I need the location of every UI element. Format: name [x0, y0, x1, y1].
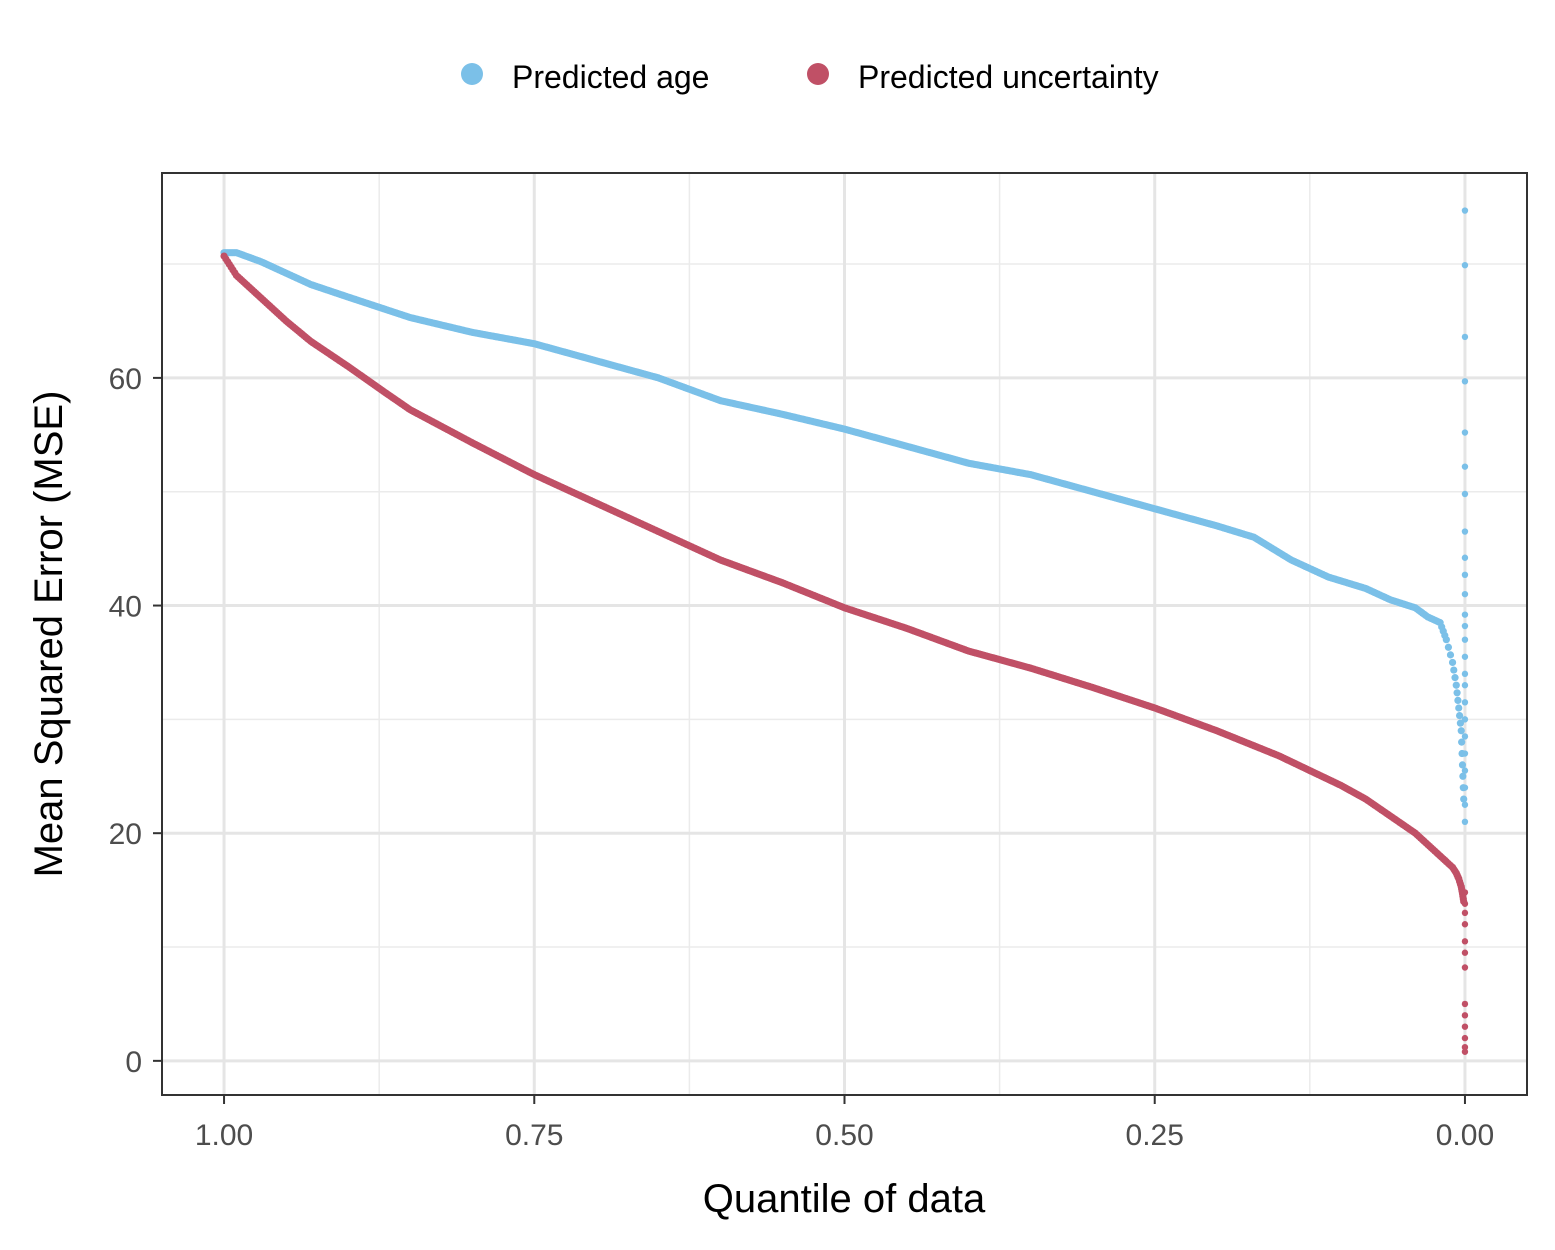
data-point: [1442, 636, 1450, 644]
legend-marker-predicted-age: [461, 63, 483, 85]
data-point: [1452, 681, 1460, 689]
data-point-edge: [1461, 571, 1469, 579]
data-point-edge: [1461, 682, 1469, 689]
data-point-edge: [1461, 921, 1469, 928]
data-point-edge: [1461, 653, 1469, 660]
data-point-edge: [1461, 964, 1469, 971]
plot-panel: [161, 172, 1528, 1096]
data-point-edge: [1461, 1043, 1469, 1051]
y-axis: 0 20 40 60: [109, 363, 162, 1079]
data-point-edge: [1461, 1023, 1469, 1030]
data-point-edge: [1461, 949, 1469, 956]
data-point: [1444, 643, 1453, 651]
data-point-edge: [1461, 801, 1469, 808]
legend-label-predicted-uncertainty: Predicted uncertainty: [858, 59, 1159, 95]
data-point-edge: [1461, 528, 1469, 535]
data-point: [1455, 711, 1464, 720]
data-point-edge: [1461, 590, 1469, 598]
data-point: [1460, 795, 1468, 803]
x-tick-label: 1.00: [195, 1119, 253, 1152]
x-tick-label: 0.00: [1436, 1119, 1494, 1152]
y-tick-label: 0: [125, 1046, 142, 1079]
series-layer: [220, 207, 1469, 1055]
data-point: [1455, 704, 1463, 712]
y-tick-label: 40: [109, 591, 142, 624]
data-point: [1458, 738, 1466, 746]
data-point-edge: [1461, 333, 1469, 341]
data-point: [1457, 727, 1465, 735]
grid-major: [162, 173, 1527, 1095]
data-point-edge: [1461, 818, 1469, 826]
data-point: [1458, 761, 1467, 769]
data-point-edge: [1461, 554, 1469, 561]
data-point: [1448, 658, 1457, 667]
x-axis: 1.00 0.75 0.50 0.25 0.00: [195, 1095, 1494, 1152]
data-point-edge: [1461, 463, 1469, 470]
data-point-edge: [1461, 1000, 1469, 1008]
x-axis-title: Quantile of data: [703, 1177, 986, 1221]
data-point-edge: [1461, 716, 1469, 723]
legend-marker-predicted-uncertainty: [807, 63, 829, 85]
data-point-edge: [1461, 207, 1469, 214]
data-point-edge: [1461, 699, 1469, 706]
data-point-edge: [1461, 378, 1469, 385]
data-point-edge: [1461, 1048, 1469, 1055]
x-tick-label: 0.25: [1126, 1119, 1184, 1152]
data-point-edge: [1461, 889, 1469, 896]
data-point: [1451, 674, 1459, 682]
data-point-edge: [1461, 636, 1469, 643]
data-point-edge: [1461, 750, 1469, 757]
x-tick-label: 0.75: [505, 1119, 563, 1152]
data-point-edge: [1461, 767, 1469, 774]
data-point: [1459, 772, 1467, 780]
y-axis-title: Mean Squared Error (MSE): [27, 391, 71, 878]
y-tick-label: 20: [109, 818, 142, 851]
data-point-edge: [1461, 611, 1469, 618]
data-point-edge: [1461, 1034, 1469, 1042]
data-point-edge: [1461, 900, 1469, 907]
data-point-edge: [1461, 938, 1469, 945]
data-point-edge: [1461, 262, 1469, 269]
data-point-edge: [1461, 429, 1469, 436]
x-tick-label: 0.50: [815, 1119, 873, 1152]
data-point-edge: [1461, 670, 1469, 678]
data-point-edge: [1461, 909, 1469, 917]
legend-label-predicted-age: Predicted age: [512, 59, 709, 95]
y-tick-label: 60: [109, 363, 142, 396]
data-point: [1453, 689, 1461, 697]
data-point: [1446, 651, 1455, 659]
series-predicted-age: [220, 207, 1469, 826]
data-point-edge: [1461, 1012, 1469, 1019]
data-point-edge: [1461, 733, 1469, 740]
series-predicted-uncertainty: [220, 252, 1469, 1055]
data-point-edge: [1461, 490, 1469, 498]
data-point: [1450, 666, 1458, 674]
data-point-edge: [1461, 784, 1469, 791]
legend: Predicted age Predicted uncertainty: [461, 59, 1159, 95]
data-point-edge: [1461, 622, 1469, 630]
data-point: [1454, 696, 1462, 705]
data-point: [1456, 719, 1464, 727]
